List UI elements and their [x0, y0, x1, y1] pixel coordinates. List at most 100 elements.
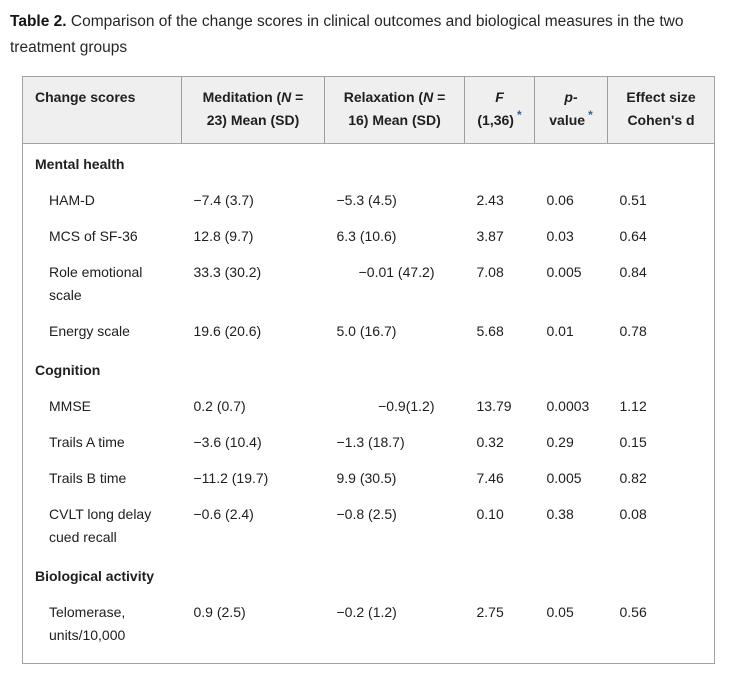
relaxation-value: −0.2 (1.2): [336, 604, 397, 620]
p-value: 0.005: [546, 264, 582, 280]
section-label: Mental health: [35, 156, 125, 172]
header-meditation-eq: =: [291, 89, 304, 105]
meditation-value: 0.9 (2.5): [193, 604, 246, 620]
header-effect-size-line2: Cohen's d: [627, 112, 695, 128]
relaxation-value: 5.0 (16.7): [336, 323, 397, 339]
meditation-value: 33.3 (30.2): [193, 264, 262, 280]
effect-size-value: 0.08: [619, 506, 647, 522]
f-value: 7.46: [476, 470, 504, 486]
footnote-asterisk-link[interactable]: *: [516, 108, 522, 123]
meditation-value: 12.8 (9.7): [193, 228, 254, 244]
effect-size-value: 0.56: [619, 604, 647, 620]
relaxation-value: 6.3 (10.6): [336, 228, 397, 244]
header-meditation-line2: 23) Mean (SD): [206, 112, 300, 128]
section-label: Biological activity: [35, 568, 155, 584]
header-effect-size: Effect size Cohen's d: [607, 76, 715, 144]
empty-cell: [535, 144, 608, 184]
empty-cell: [535, 556, 608, 595]
section-row-cognition: Cognition: [23, 350, 715, 389]
row-label: CVLT long delay cued recall: [49, 506, 152, 545]
table-row-cvlt: CVLT long delay cued recall −0.6 (2.4) −…: [23, 497, 715, 556]
table-row-role-emotional: Role emotional scale 33.3 (30.2) −0.01 (…: [23, 255, 715, 314]
section-label: Cognition: [35, 362, 101, 378]
f-value: 7.08: [476, 264, 504, 280]
effect-size-value: 0.82: [619, 470, 647, 486]
f-value: 2.75: [476, 604, 504, 620]
p-value: 0.005: [546, 470, 582, 486]
table-row-ham-d: HAM-D −7.4 (3.7) −5.3 (4.5) 2.43 0.06 0.…: [23, 183, 715, 219]
table-caption-text: Comparison of the change scores in clini…: [10, 13, 684, 56]
header-relaxation: Relaxation (N = 16) Mean (SD): [324, 76, 465, 144]
header-effect-size-line1: Effect size: [626, 89, 696, 105]
empty-cell: [325, 350, 465, 389]
table-row-mmse: MMSE 0.2 (0.7) −0.9(1.2) 13.79 0.0003 1.…: [23, 389, 715, 425]
header-change-scores: Change scores: [22, 76, 182, 144]
header-f-italic: F: [495, 89, 504, 105]
empty-cell: [182, 350, 325, 389]
header-relaxation-eq: =: [433, 89, 446, 105]
table-row-telomerase: Telomerase, units/10,000 0.9 (2.5) −0.2 …: [23, 595, 715, 664]
relaxation-value: −1.3 (18.7): [336, 434, 405, 450]
meditation-value: −0.6 (2.4): [193, 506, 254, 522]
row-label: Telomerase, units/10,000: [49, 604, 126, 643]
row-label: Energy scale: [49, 323, 130, 339]
header-relaxation-n-italic: N: [423, 89, 434, 105]
f-value: 2.43: [476, 192, 504, 208]
p-value: 0.01: [546, 323, 574, 339]
empty-cell: [182, 556, 325, 595]
relaxation-value: 9.9 (30.5): [336, 470, 397, 486]
meditation-value: 0.2 (0.7): [193, 398, 246, 414]
empty-cell: [465, 556, 535, 595]
results-table: Change scores Meditation (N = 23) Mean (S…: [22, 76, 715, 664]
p-value: 0.05: [546, 604, 574, 620]
row-label: Trails B time: [49, 470, 127, 486]
empty-cell: [465, 350, 535, 389]
header-meditation-n-italic: N: [281, 89, 292, 105]
row-label: MMSE: [49, 398, 91, 414]
header-relaxation-text: Relaxation (: [343, 89, 424, 105]
f-value: 5.68: [476, 323, 504, 339]
table-row-trails-a: Trails A time −3.6 (10.4) −1.3 (18.7) 0.…: [23, 425, 715, 461]
row-label: HAM-D: [49, 192, 95, 208]
meditation-value: −11.2 (19.7): [193, 470, 269, 486]
header-meditation-text: Meditation (: [202, 89, 282, 105]
effect-size-value: 1.12: [619, 398, 647, 414]
relaxation-value: −0.9(1.2): [378, 398, 435, 414]
meditation-value: −7.4 (3.7): [193, 192, 254, 208]
meditation-value: −3.6 (10.4): [193, 434, 262, 450]
header-relaxation-line2: 16) Mean (SD): [348, 112, 441, 128]
relaxation-value: −5.3 (4.5): [336, 192, 397, 208]
header-row: Change scores Meditation (N = 23) Mean (S…: [22, 76, 715, 144]
header-p-italic: p-: [564, 89, 578, 105]
table-row-energy-scale: Energy scale 19.6 (20.6) 5.0 (16.7) 5.68…: [23, 314, 715, 350]
header-p-value: p-value *: [534, 76, 608, 144]
empty-cell: [535, 350, 608, 389]
row-label: Role emotional scale: [49, 264, 143, 303]
header-meditation: Meditation (N = 23) Mean (SD): [181, 76, 325, 144]
empty-cell: [465, 144, 535, 184]
table-header: Change scores Meditation (N = 23) Mean (S…: [22, 76, 715, 144]
p-value: 0.03: [546, 228, 574, 244]
table-caption-label: Table 2.: [10, 13, 67, 30]
table-row-trails-b: Trails B time −11.2 (19.7) 9.9 (30.5) 7.…: [23, 461, 715, 497]
footnote-asterisk-link[interactable]: *: [588, 108, 593, 123]
meditation-value: 19.6 (20.6): [193, 323, 262, 339]
section-row-mental-health: Mental health: [23, 144, 715, 184]
effect-size-value: 0.15: [619, 434, 647, 450]
empty-cell: [325, 556, 465, 595]
section-row-biological-activity: Biological activity: [23, 556, 715, 595]
empty-cell: [325, 144, 465, 184]
empty-cell: [182, 144, 325, 184]
p-value: 0.0003: [546, 398, 590, 414]
empty-cell: [608, 144, 715, 184]
effect-size-value: 0.84: [619, 264, 647, 280]
effect-size-value: 0.78: [619, 323, 647, 339]
f-value: 0.32: [476, 434, 504, 450]
table-row-mcs-sf36: MCS of SF-36 12.8 (9.7) 6.3 (10.6) 3.87 …: [23, 219, 715, 255]
paper-table-block: Table 2. Comparison of the change scores…: [0, 9, 736, 664]
table-body: Mental health HAM-D −7.4 (3.7) −5.3 (4.5…: [23, 144, 715, 664]
row-label: Trails A time: [49, 434, 125, 450]
p-value: 0.06: [546, 192, 574, 208]
empty-cell: [608, 556, 715, 595]
relaxation-value: −0.01 (47.2): [358, 264, 435, 280]
